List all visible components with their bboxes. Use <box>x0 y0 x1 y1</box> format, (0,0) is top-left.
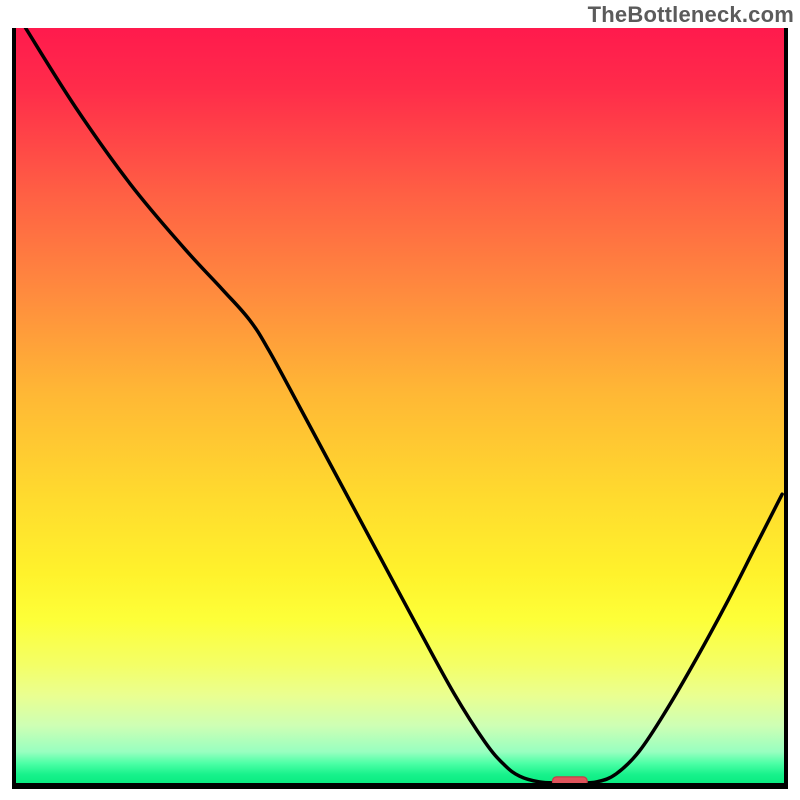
bottleneck-chart-container: TheBottleneck.com <box>0 0 800 800</box>
bottleneck-chart <box>0 0 800 800</box>
watermark-text: TheBottleneck.com <box>588 2 794 28</box>
chart-background <box>14 28 786 786</box>
